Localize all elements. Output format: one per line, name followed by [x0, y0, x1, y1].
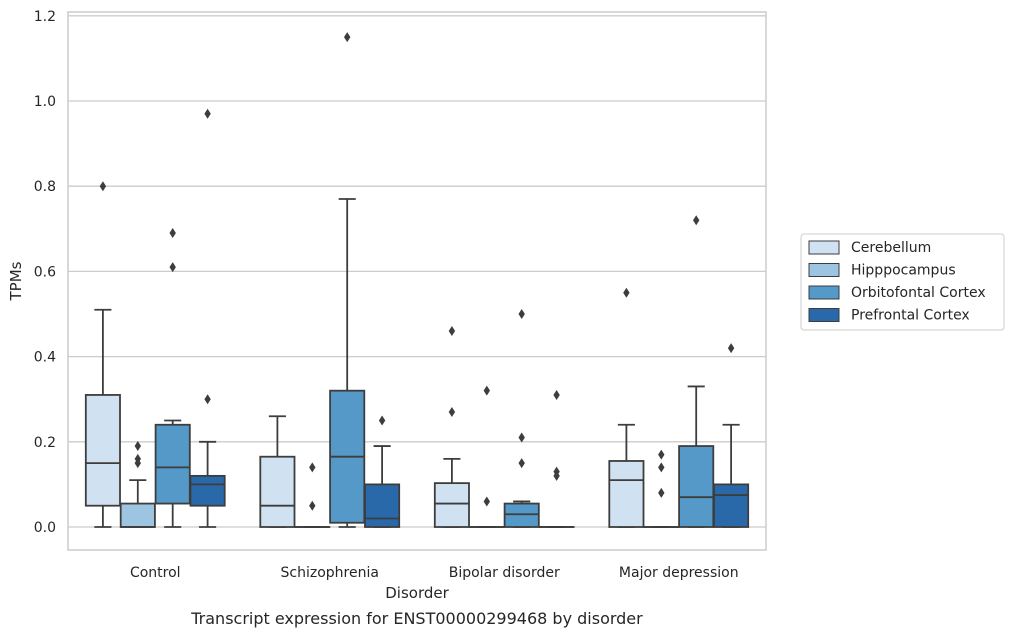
outlier-point: [134, 441, 141, 452]
box-iqr: [678, 445, 715, 528]
y-tick-label: 0.0: [34, 520, 56, 536]
outlier-point: [518, 309, 525, 319]
outlier-point: [448, 406, 456, 417]
box-group: [84, 181, 121, 528]
box-group: [294, 462, 331, 528]
legend-entry-label: Cerebellum: [851, 240, 931, 256]
outlier-point: [169, 262, 176, 273]
legend-swatch: [808, 240, 840, 255]
outlier-point: [658, 462, 665, 473]
box-iqr: [84, 394, 121, 507]
plot-frame: [67, 11, 767, 551]
outlier-point: [518, 458, 525, 469]
x-tick-label: Control: [130, 565, 181, 581]
y-tick-label: 0.2: [34, 435, 56, 451]
outlier-point: [134, 453, 141, 464]
x-axis-ticks: Control Schizophrenia Bipolar disorder Majo…: [130, 565, 739, 581]
box-group: [119, 441, 156, 528]
box-group: [433, 326, 470, 528]
outlier-point: [378, 415, 386, 426]
outlier-point: [553, 389, 560, 400]
box-group: [154, 228, 191, 528]
box-group: [643, 449, 680, 528]
box-group: [678, 215, 715, 528]
chart-caption: Transcript expression for ENST0000029946…: [190, 609, 643, 628]
box-group: [538, 389, 575, 528]
plot-series: [84, 32, 750, 528]
outlier-point: [344, 32, 351, 43]
box-group: [468, 385, 505, 528]
outlier-point: [169, 228, 176, 239]
outlier-point: [518, 432, 525, 443]
y-tick-label: 0.6: [34, 264, 56, 280]
y-axis-ticks: 0.0 0.2 0.4 0.6 0.8 1.0 1.2: [34, 9, 56, 536]
box-iqr: [433, 482, 470, 528]
box-iqr: [154, 423, 191, 505]
outlier-point: [727, 343, 735, 354]
legend-swatch: [808, 263, 840, 277]
outlier-point: [658, 487, 665, 498]
outlier-point: [309, 500, 316, 511]
box-group: [713, 343, 750, 528]
outlier-point: [204, 108, 211, 119]
box-iqr: [608, 460, 645, 528]
box-group: [329, 32, 366, 528]
outlier-point: [553, 466, 560, 477]
x-axis-title: Disorder: [385, 584, 449, 602]
legend-entry-label: Hipppocampus: [851, 263, 956, 279]
y-tick-label: 0.8: [34, 179, 56, 195]
y-tick-label: 0.4: [34, 350, 56, 366]
y-axis-title: TPMs: [7, 261, 25, 301]
legend: Cerebellum Hipppocampus Orbitofontal Corte…: [800, 233, 1005, 331]
legend-swatch: [808, 285, 840, 300]
outlier-point: [448, 326, 456, 337]
outlier-point: [204, 394, 211, 405]
legend-frame: [800, 233, 1005, 331]
box-iqr: [503, 502, 540, 528]
legend-entry-label: Orbitofontal Cortex: [851, 285, 986, 301]
outlier-point: [483, 496, 490, 507]
x-tick-label: Schizophrenia: [281, 565, 379, 581]
outlier-point: [658, 449, 665, 460]
outlier-point: [309, 462, 316, 473]
box-group: [364, 415, 401, 528]
legend-entry-label: Prefrontal Cortex: [851, 308, 970, 324]
box-iqr: [189, 474, 226, 507]
legend-swatch: [808, 308, 840, 322]
outlier-point: [623, 287, 630, 298]
x-tick-label: Bipolar disorder: [449, 565, 560, 581]
y-tick-label: 1.0: [34, 94, 56, 110]
y-tick-label: 1.2: [34, 9, 56, 25]
x-tick-label: Major depression: [619, 565, 739, 581]
box-iqr: [119, 502, 156, 528]
box-group: [189, 108, 226, 528]
outlier-point: [693, 215, 700, 226]
outlier-point: [99, 181, 107, 192]
box-iqr: [713, 483, 750, 528]
box-group: [608, 287, 645, 528]
box-group: [259, 415, 296, 528]
box-iqr: [364, 483, 401, 528]
outlier-point: [483, 385, 490, 396]
box-group: [503, 309, 540, 528]
box-iqr: [259, 455, 296, 528]
